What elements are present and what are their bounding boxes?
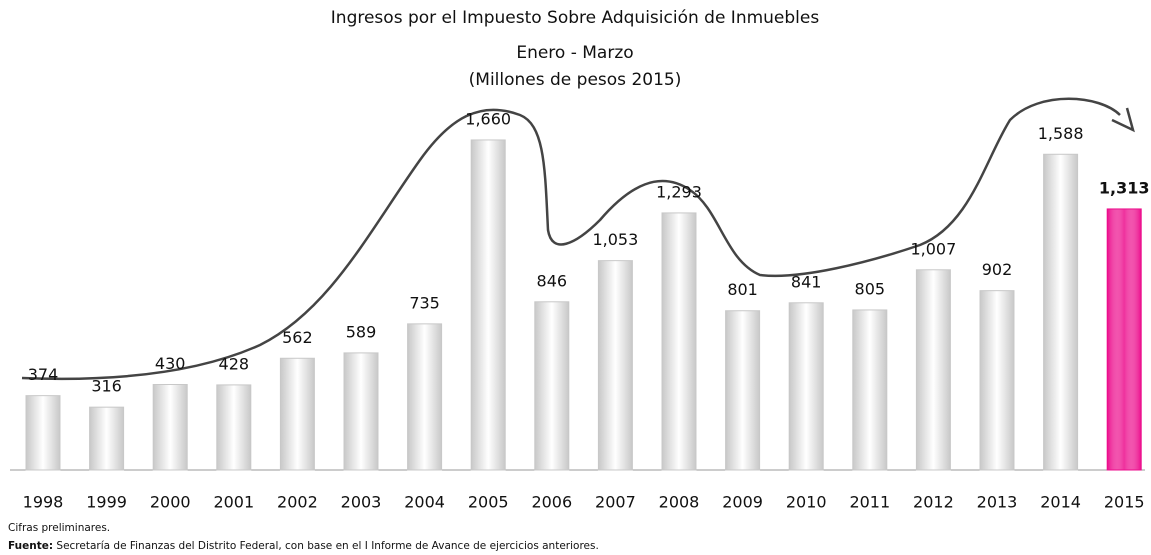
bar (1043, 153, 1079, 471)
chart-subtitle: (Millones de pesos 2015) (469, 70, 682, 90)
x-tick-label: 2014 (1040, 493, 1081, 512)
chart-subtitle: Enero - Marzo (516, 43, 633, 63)
bar (279, 357, 315, 471)
x-tick-label: 2007 (595, 493, 636, 512)
data-label: 1,053 (592, 230, 638, 249)
x-tick-label: 2000 (150, 493, 191, 512)
data-label: 735 (409, 293, 440, 312)
x-tick-label: 2010 (786, 493, 827, 512)
bar (597, 260, 633, 471)
x-tick-label: 2009 (722, 493, 763, 512)
bar (534, 301, 570, 471)
x-tick-label: 2006 (531, 493, 572, 512)
data-label: 801 (727, 280, 758, 299)
x-tick-label: 2013 (977, 493, 1018, 512)
data-label: 430 (155, 354, 186, 373)
bar (852, 309, 888, 471)
x-tick-label: 2002 (277, 493, 318, 512)
x-tick-label: 2011 (849, 493, 890, 512)
x-tick-label: 2012 (913, 493, 954, 512)
trend-curve (21, 97, 1121, 381)
x-tick-label: 2005 (468, 493, 509, 512)
bar (25, 395, 61, 471)
bar (216, 384, 252, 471)
bar (788, 302, 824, 471)
x-tick-label: 2001 (213, 493, 254, 512)
data-label: 1,293 (656, 182, 702, 201)
bar (470, 139, 506, 471)
data-label: 846 (537, 271, 568, 290)
data-label: 1,588 (1038, 124, 1084, 143)
data-label: 428 (219, 354, 250, 373)
bar (407, 323, 443, 471)
x-tick-label: 1999 (86, 493, 127, 512)
data-label: 902 (982, 260, 1013, 279)
x-tick-label: 1998 (23, 493, 64, 512)
bar (1106, 208, 1142, 471)
data-label: 1,660 (465, 109, 511, 128)
data-label: 841 (791, 272, 822, 291)
bar (725, 310, 761, 471)
data-label: 589 (346, 322, 377, 341)
source-text: Secretaría de Finanzas del Distrito Fede… (53, 540, 599, 552)
data-label: 805 (855, 279, 886, 298)
source-label: Fuente: (8, 540, 53, 552)
bar (915, 269, 951, 471)
data-label: 562 (282, 328, 313, 347)
source: Fuente: Secretaría de Finanzas del Distr… (8, 540, 599, 552)
data-label: 316 (91, 377, 122, 396)
x-tick-label: 2008 (659, 493, 700, 512)
bar (979, 290, 1015, 471)
bar (89, 406, 125, 471)
trend-arrow (1111, 107, 1135, 133)
bar (661, 212, 697, 471)
x-tick-label: 2004 (404, 493, 445, 512)
note: Cifras preliminares. (8, 522, 110, 534)
x-tick-label: 2003 (341, 493, 382, 512)
bar (152, 384, 188, 471)
bar (343, 352, 379, 471)
x-tick-label: 2015 (1104, 493, 1145, 512)
data-label: 374 (28, 365, 59, 384)
chart-title: Ingresos por el Impuesto Sobre Adquisici… (331, 8, 820, 28)
data-label: 1,007 (910, 239, 956, 258)
data-label: 1,313 (1099, 178, 1150, 197)
